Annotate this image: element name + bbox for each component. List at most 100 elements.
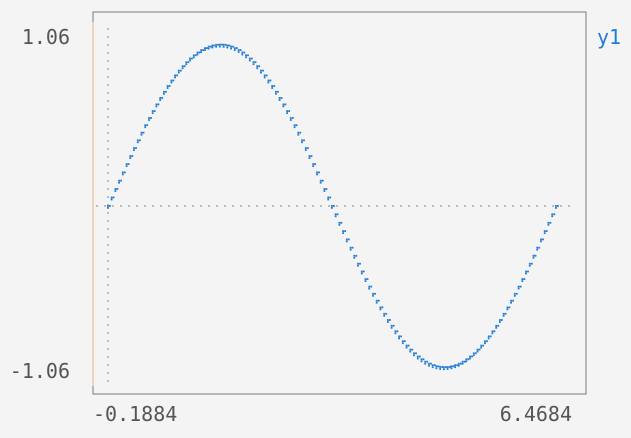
data-point-y1	[215, 45, 218, 48]
data-point-y1	[150, 117, 152, 119]
data-point-y1	[377, 299, 380, 302]
data-point-y1	[366, 278, 369, 280]
data-point-y1	[114, 188, 117, 190]
zero-line-x-dot	[376, 205, 378, 207]
zero-line-x-dot	[224, 205, 226, 207]
data-point-y1	[390, 326, 393, 329]
data-point-y1	[375, 299, 378, 302]
zero-line-y-dot	[107, 172, 109, 174]
data-point-y1	[278, 99, 281, 101]
zero-line-y-dot	[107, 308, 109, 310]
data-point-y1	[383, 312, 386, 315]
data-point-y1	[517, 285, 520, 288]
zero-line-y-dot	[107, 316, 109, 318]
zero-line-x-dot	[344, 205, 346, 207]
zero-line-y-dot	[107, 28, 109, 30]
data-point-y1	[189, 57, 191, 60]
data-point-y1	[528, 262, 531, 265]
data-point-y1	[282, 103, 285, 106]
data-point-y1	[465, 358, 468, 361]
data-point-y1	[342, 232, 344, 234]
data-point-y1	[127, 163, 130, 165]
data-point-y1	[222, 43, 225, 46]
data-point-y1	[280, 97, 283, 99]
data-point-y1	[159, 99, 162, 101]
data-point-y1	[230, 45, 232, 48]
data-point-y1	[465, 360, 468, 363]
zero-line-y-dot	[107, 92, 109, 94]
data-point-y1	[181, 65, 184, 68]
zero-line-x-dot	[216, 205, 218, 207]
data-point-y1	[198, 51, 201, 54]
data-point-y1	[241, 51, 244, 54]
zero-line-x-dot	[120, 205, 122, 207]
data-point-y1	[299, 131, 302, 134]
zero-line-y-dot	[107, 348, 109, 350]
data-point-y1	[478, 348, 481, 351]
data-point-y1	[400, 335, 402, 338]
data-point-y1	[166, 85, 169, 87]
data-point-y1	[146, 124, 149, 127]
zero-line-y-dot	[107, 116, 109, 118]
data-point-y1	[194, 54, 197, 57]
data-point-y1	[482, 344, 485, 347]
data-point-y1	[428, 362, 430, 365]
data-point-y1	[364, 280, 367, 282]
data-point-y1	[495, 326, 498, 329]
data-point-y1	[200, 49, 203, 51]
data-point-y1	[196, 53, 199, 56]
data-point-y1	[523, 278, 526, 280]
data-point-y1	[401, 340, 404, 343]
zero-line-x-dot	[272, 205, 274, 207]
data-point-y1	[469, 355, 471, 358]
zero-line-x-dot	[336, 205, 338, 207]
zero-line-x-dot	[552, 205, 554, 207]
data-point-y1	[385, 312, 388, 315]
data-point-y1	[323, 188, 326, 190]
data-point-y1	[331, 205, 333, 207]
data-point-y1	[304, 147, 307, 149]
data-point-y1	[372, 294, 374, 297]
data-point-y1	[469, 357, 471, 360]
data-point-y1	[364, 278, 367, 280]
data-point-y1	[446, 366, 449, 368]
data-point-y1	[237, 51, 240, 53]
data-point-y1	[177, 69, 180, 72]
zero-line-y-dot	[107, 268, 109, 270]
data-point-y1	[235, 47, 238, 49]
zero-line-x-dot	[528, 205, 530, 207]
data-point-y1	[161, 97, 164, 99]
data-point-y1	[502, 314, 505, 317]
points-layer	[107, 43, 559, 371]
zero-line-x-dot	[200, 205, 202, 207]
data-point-y1	[441, 366, 444, 368]
data-point-y1	[310, 155, 313, 157]
data-point-y1	[426, 360, 429, 363]
data-point-y1	[222, 45, 225, 48]
data-point-y1	[155, 103, 158, 106]
zero-line-x-dot	[176, 205, 178, 207]
zero-line-x-dot	[160, 205, 162, 207]
data-point-y1	[372, 292, 374, 295]
zero-line-x-dot	[96, 205, 98, 207]
zero-line-y-dot	[107, 52, 109, 54]
data-point-y1	[267, 79, 270, 82]
data-point-y1	[260, 71, 262, 74]
zero-line-y-dot	[107, 276, 109, 278]
data-point-y1	[555, 205, 557, 207]
zero-line-y-dot	[107, 228, 109, 230]
data-point-y1	[359, 262, 361, 265]
data-point-y1	[278, 97, 281, 99]
zero-line-y-dot	[107, 356, 109, 358]
zero-line-x-dot	[280, 205, 282, 207]
data-point-y1	[403, 340, 406, 343]
data-point-y1	[325, 188, 328, 190]
data-point-y1	[413, 352, 415, 355]
data-point-y1	[247, 54, 249, 57]
data-point-y1	[177, 71, 180, 74]
data-point-y1	[534, 254, 537, 257]
data-point-y1	[129, 155, 132, 157]
data-point-y1	[206, 47, 208, 49]
data-point-y1	[293, 126, 296, 129]
data-point-y1	[157, 103, 160, 106]
